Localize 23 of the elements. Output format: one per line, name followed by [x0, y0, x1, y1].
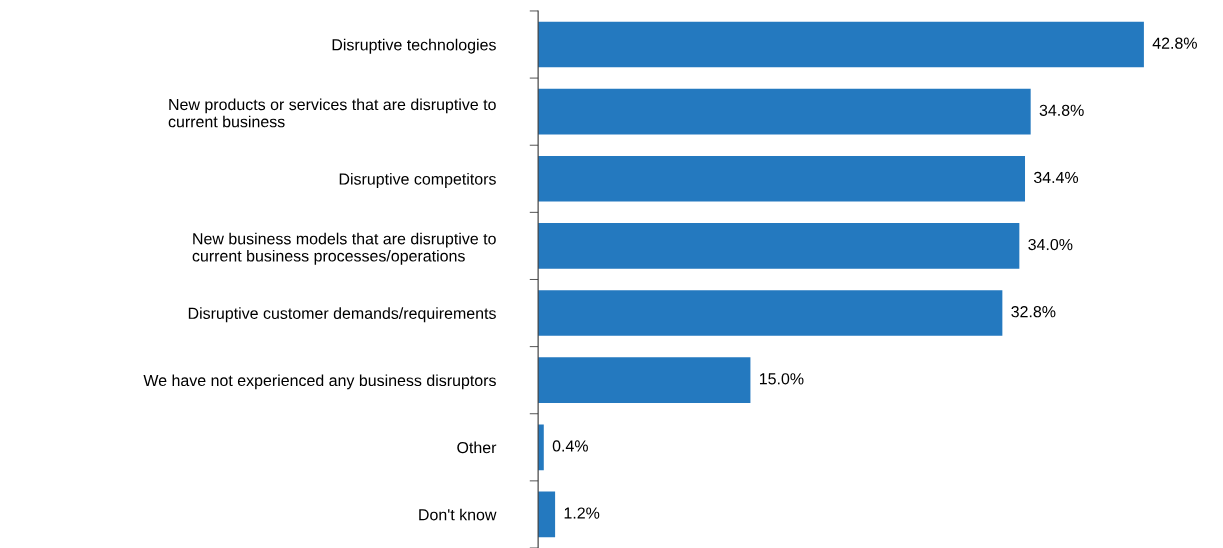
y-tick-label: Don't know	[419, 508, 497, 521]
bar	[538, 223, 1020, 269]
y-tick-label: New products or services that are disruptive to current business	[168, 98, 496, 128]
y-tick-label: We have not experienced any business disruptors	[143, 374, 496, 390]
bar	[538, 88, 1031, 135]
y-tick-label: Other	[457, 441, 497, 454]
bar	[538, 21, 1144, 68]
bar	[538, 290, 1003, 336]
bar	[538, 491, 556, 538]
data-label: 42.8%	[1152, 37, 1197, 49]
y-tick-label: New business models that are disruptive to current business processes/operations	[192, 232, 496, 265]
bar	[538, 357, 751, 403]
bar	[538, 155, 1026, 202]
data-label: 0.4%	[552, 440, 588, 452]
data-label: 34.8%	[1039, 104, 1084, 116]
data-label: 15.0%	[759, 373, 804, 385]
data-label: 1.2%	[564, 507, 600, 519]
data-label: 34.4%	[1033, 171, 1079, 184]
y-tick-label: Disruptive technologies	[332, 38, 496, 54]
data-label: 34.0%	[1028, 238, 1073, 251]
y-tick-label: Disruptive customer demands/requirements	[188, 307, 496, 323]
data-label: 32.8%	[1011, 306, 1056, 318]
y-tick-label: Disruptive competitors	[339, 173, 496, 188]
